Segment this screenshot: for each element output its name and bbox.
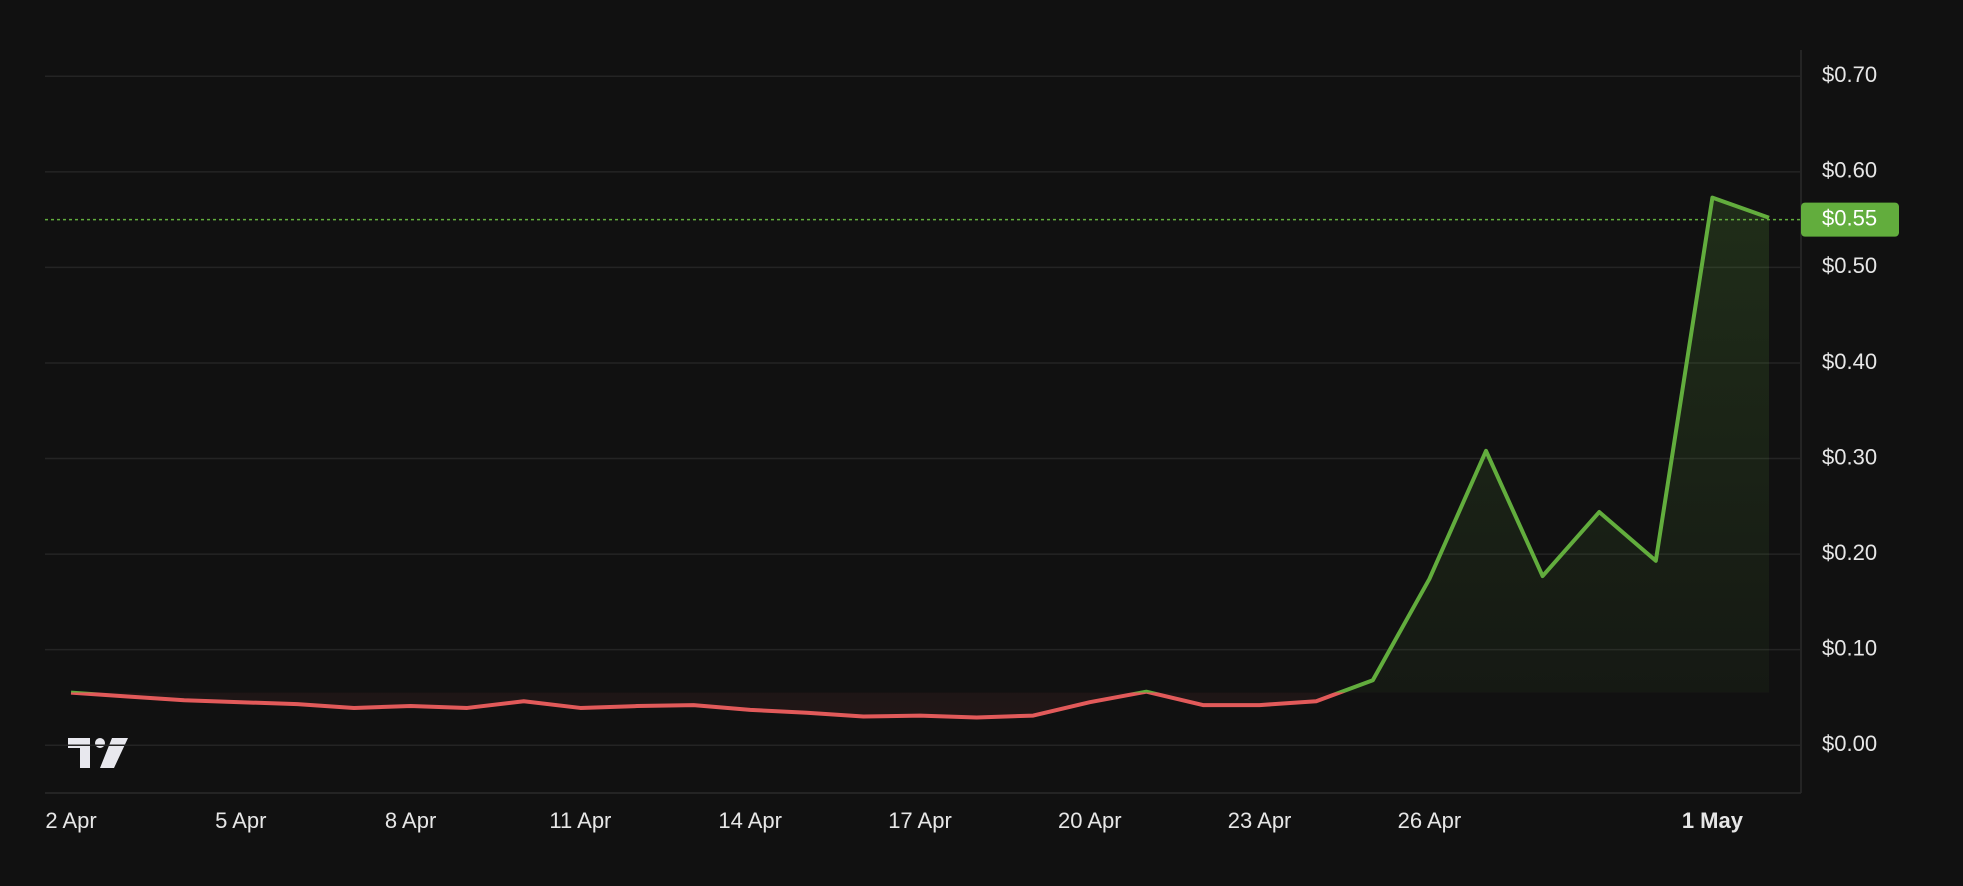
current-price-label: $0.55: [1822, 205, 1877, 230]
logo-part: [95, 738, 105, 748]
y-tick-label: $0.70: [1822, 62, 1877, 87]
price-line: [70, 195, 1770, 720]
y-tick-label: $0.50: [1822, 253, 1877, 278]
x-tick-label: 23 Apr: [1228, 808, 1292, 833]
x-tick-label: 26 Apr: [1398, 808, 1462, 833]
x-tick-label: 5 Apr: [215, 808, 266, 833]
current-price-badge: [1801, 202, 1899, 237]
y-tick-label: $0.20: [1822, 540, 1877, 565]
y-tick-label: $0.00: [1822, 731, 1877, 756]
y-tick-label: $0.30: [1822, 444, 1877, 469]
y-tick-label: $0.10: [1822, 635, 1877, 660]
area: [71, 197, 1769, 718]
x-tick-label: 17 Apr: [888, 808, 952, 833]
x-tick-label: 1 May: [1682, 808, 1744, 833]
y-tick-label: $0.60: [1822, 158, 1877, 183]
x-tick-label: 2 Apr: [45, 808, 96, 833]
y-tick-label: $0.40: [1822, 349, 1877, 374]
x-tick-label: 14 Apr: [718, 808, 782, 833]
x-tick-label: 8 Apr: [385, 808, 436, 833]
x-tick-label: 20 Apr: [1058, 808, 1122, 833]
x-tick-label: 11 Apr: [549, 808, 611, 833]
